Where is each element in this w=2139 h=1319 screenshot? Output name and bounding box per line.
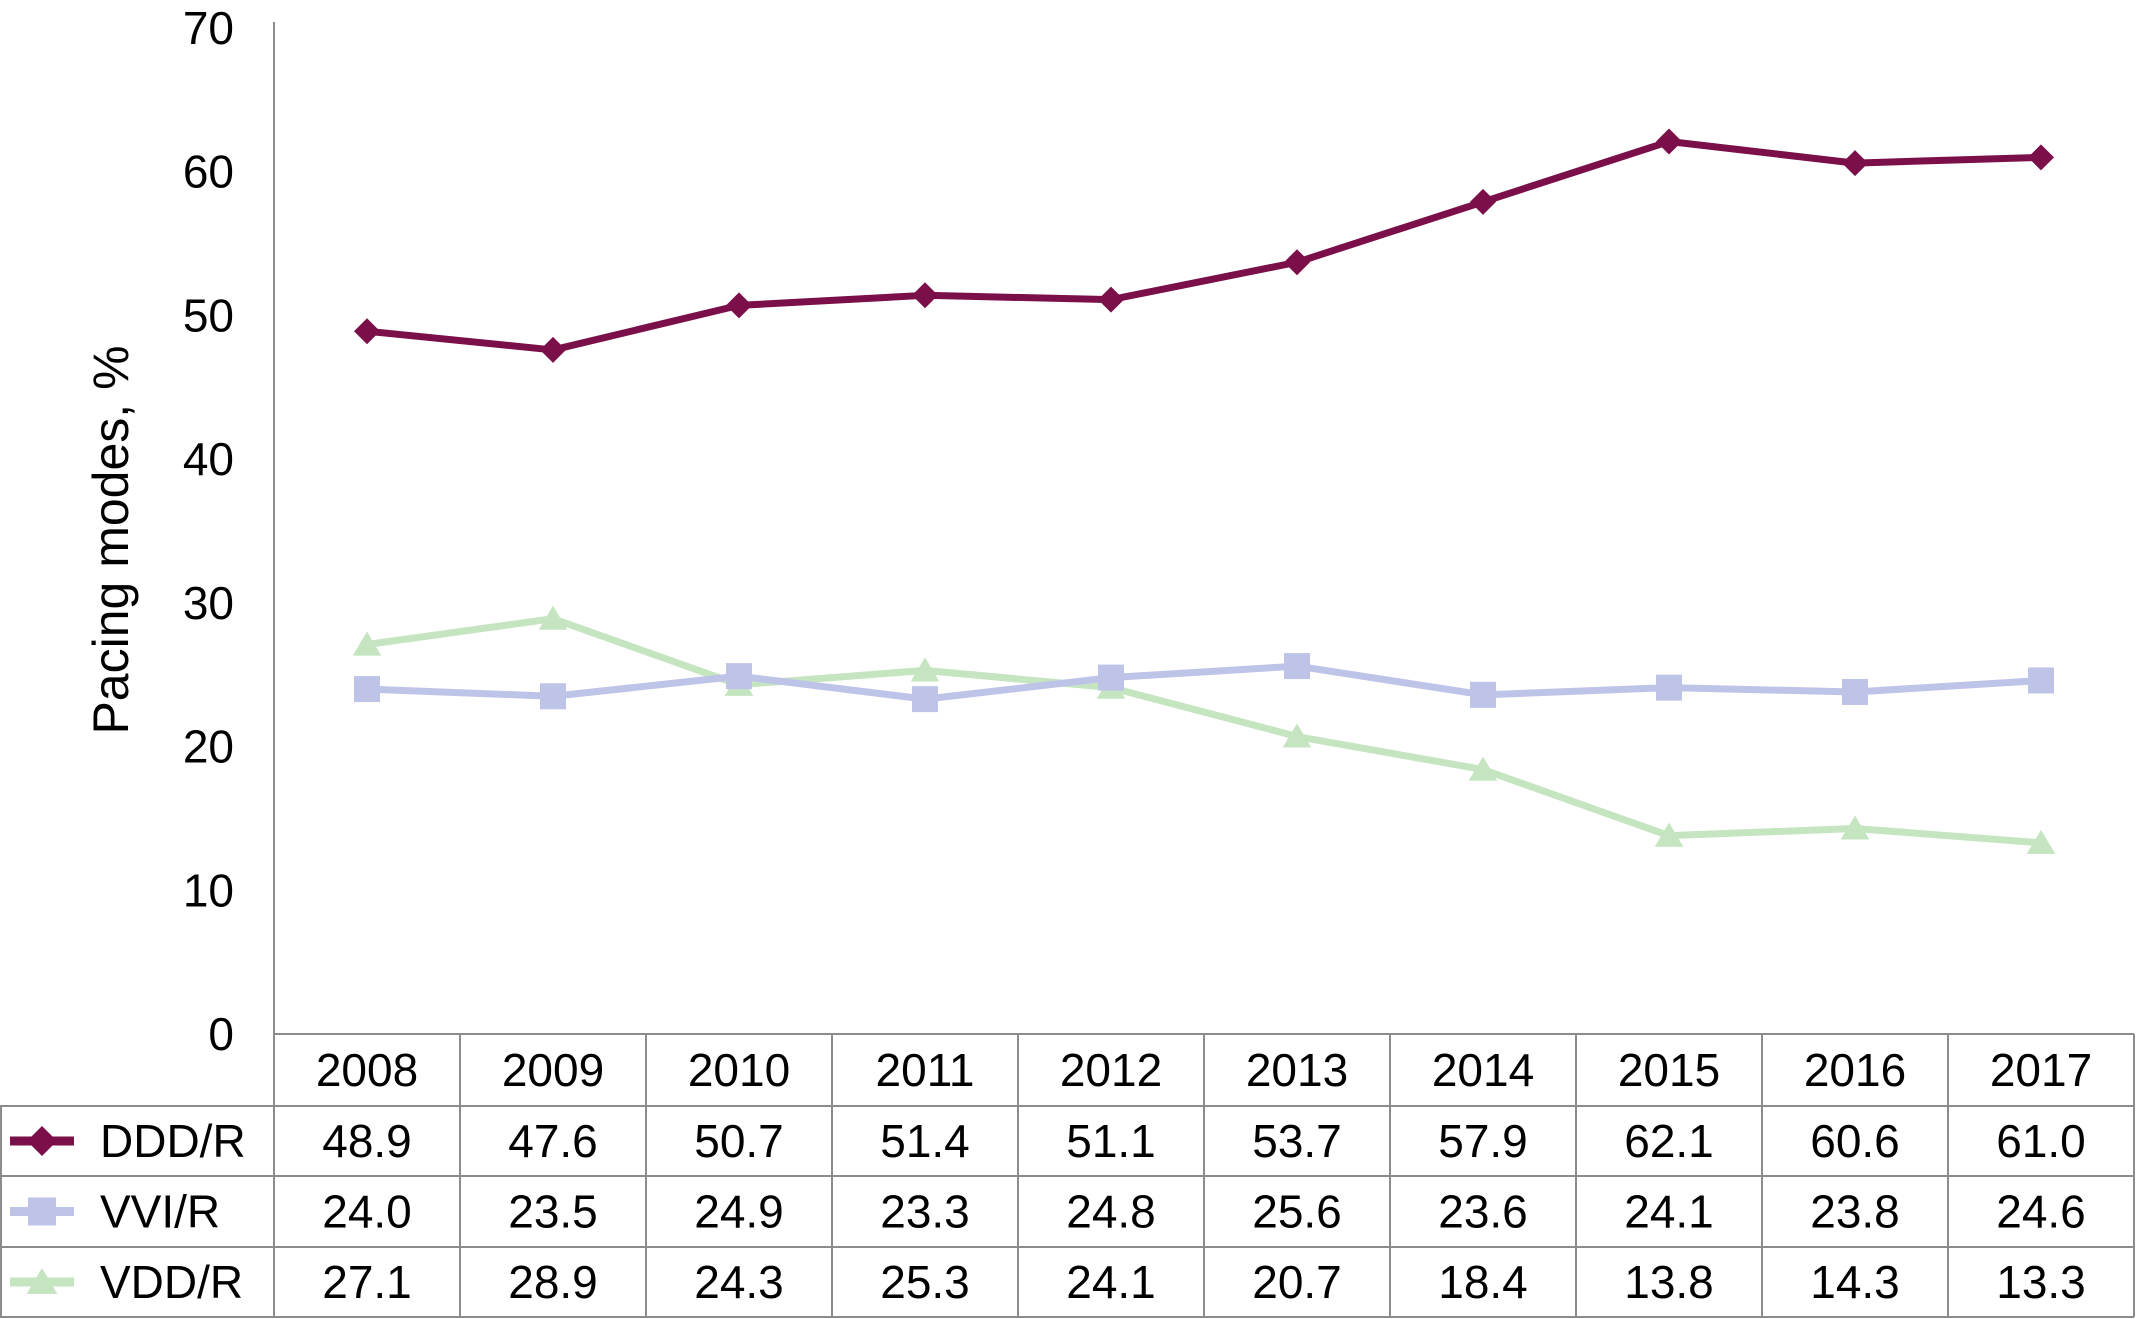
y-tick-label: 0 <box>208 1008 234 1060</box>
y-tick-labels: 0 10 20 30 40 50 60 70 <box>183 2 234 1060</box>
data-table-value: 62.1 <box>1624 1115 1714 1167</box>
legend-key-marker <box>26 1268 58 1294</box>
y-tick-label: 70 <box>183 2 234 54</box>
series-line-vvi-r <box>363 662 2045 703</box>
data-point <box>352 631 382 656</box>
x-tick-label: 2011 <box>876 1044 975 1096</box>
data-table-value: 61.0 <box>1996 1115 2086 1167</box>
data-point <box>538 605 568 630</box>
data-table-value: 51.1 <box>1066 1115 1156 1167</box>
x-tick-label: 2010 <box>688 1044 790 1096</box>
x-tick-label: 2013 <box>1246 1044 1348 1096</box>
x-tick-label: 2015 <box>1618 1044 1720 1096</box>
data-point <box>1470 681 1496 708</box>
data-point <box>1098 286 1124 313</box>
data-table-value: 13.8 <box>1624 1256 1714 1308</box>
data-table-value: 48.9 <box>322 1115 412 1167</box>
series-lines <box>352 128 2056 854</box>
data-point <box>1098 664 1124 691</box>
data-table-value: 20.7 <box>1252 1256 1342 1308</box>
data-table-value: 25.3 <box>880 1256 970 1308</box>
data-table-value: 57.9 <box>1438 1115 1528 1167</box>
data-point <box>354 318 380 345</box>
x-tick-label: 2008 <box>316 1044 418 1096</box>
data-point <box>1284 249 1310 276</box>
data-point <box>1840 815 1870 840</box>
data-table-value: 24.6 <box>1996 1186 2086 1238</box>
y-tick-label: 10 <box>183 864 234 916</box>
legend-label: VVI/R <box>100 1186 220 1238</box>
data-point <box>912 686 938 713</box>
y-tick-label: 50 <box>183 289 234 341</box>
x-tick-label: 2012 <box>1060 1044 1162 1096</box>
data-point <box>1842 150 1868 177</box>
series-line-ddd-r <box>363 138 2045 354</box>
data-table-value: 24.8 <box>1066 1186 1156 1238</box>
data-point <box>726 292 752 319</box>
legend-label: DDD/R <box>100 1115 246 1167</box>
data-table-value: 23.5 <box>508 1186 598 1238</box>
data-point <box>910 657 940 682</box>
data-point <box>912 282 938 309</box>
y-tick-label: 20 <box>183 721 234 773</box>
legend-label: VDD/R <box>100 1256 243 1308</box>
y-tick-label: 60 <box>183 146 234 198</box>
data-point <box>354 676 380 703</box>
data-table-value: 23.6 <box>1438 1186 1528 1238</box>
y-axis-title: Pacing modes, % <box>83 345 139 734</box>
data-table-value: 25.6 <box>1252 1186 1342 1238</box>
x-tick-label: 2009 <box>502 1044 604 1096</box>
data-table-value: 24.1 <box>1066 1256 1156 1308</box>
data-table-value: 23.3 <box>880 1186 970 1238</box>
data-table-value: 24.0 <box>322 1186 412 1238</box>
data-point <box>2028 667 2054 694</box>
data-table-value: 28.9 <box>508 1256 598 1308</box>
data-table-value: 13.3 <box>1996 1256 2086 1308</box>
data-point <box>1654 822 1684 847</box>
data-point <box>1656 128 1682 155</box>
data-point <box>1470 188 1496 215</box>
data-point <box>726 663 752 690</box>
data-point <box>1284 653 1310 680</box>
data-table-value: 51.4 <box>880 1115 970 1167</box>
data-table-value: 24.1 <box>1624 1186 1714 1238</box>
data-table-value: 27.1 <box>322 1256 412 1308</box>
data-table-value: 53.7 <box>1252 1115 1342 1167</box>
data-point <box>1842 678 1868 705</box>
data-table-value: 60.6 <box>1810 1115 1900 1167</box>
data-point <box>2028 144 2054 171</box>
x-tick-label: 2014 <box>1432 1044 1534 1096</box>
data-table-value: 47.6 <box>508 1115 598 1167</box>
data-table-value: 23.8 <box>1810 1186 1900 1238</box>
data-point <box>540 336 566 363</box>
y-tick-label: 40 <box>183 433 234 485</box>
data-point <box>1468 756 1498 781</box>
data-table-value: 14.3 <box>1810 1256 1900 1308</box>
series-line-vdd-r <box>363 615 2045 847</box>
legend-key-marker <box>27 1126 57 1156</box>
data-table-value: 50.7 <box>694 1115 784 1167</box>
x-tick-label: 2017 <box>1990 1044 2092 1096</box>
x-tick-label: 2016 <box>1804 1044 1906 1096</box>
data-point <box>540 683 566 710</box>
data-point <box>1656 674 1682 701</box>
data-table-value: 24.3 <box>694 1256 784 1308</box>
data-table: 2008 2009 2010 2011 2012 2013 2014 2015 2016 2017… <box>0 1033 2135 1318</box>
y-tick-label: 30 <box>183 577 234 629</box>
data-point <box>1282 723 1312 748</box>
data-table-value: 18.4 <box>1438 1256 1528 1308</box>
data-point <box>2026 829 2056 854</box>
data-table-value: 24.9 <box>694 1186 784 1238</box>
legend-key-marker <box>28 1197 56 1226</box>
